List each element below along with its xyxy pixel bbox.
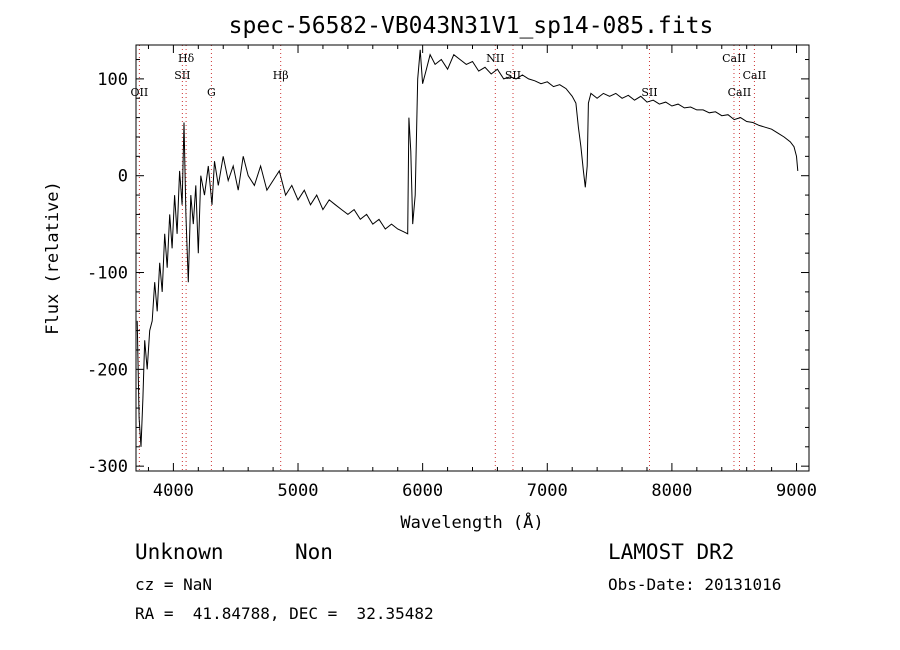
spectral-line-markers <box>138 45 755 471</box>
line-label-4: Hβ <box>273 69 289 82</box>
chart-title: spec-56582-VB043N31V1_sp14-085.fits <box>229 13 714 39</box>
line-label-10: CaII <box>743 69 767 82</box>
line-label-1: Hδ <box>178 52 195 65</box>
y-axis-label: Flux (relative) <box>43 181 63 335</box>
x-tick-label-8000: 8000 <box>651 481 692 501</box>
y-tick-label-100: 100 <box>97 70 128 90</box>
x-axis-label: Wavelength (Å) <box>400 511 543 533</box>
x-tick-label-5000: 5000 <box>278 481 319 501</box>
x-tick-label-4000: 4000 <box>153 481 194 501</box>
coordinates-text: RA = 41.84788, DEC = 32.35482 <box>135 604 434 623</box>
x-axis-ticks: 4000 5000 6000 7000 8000 9000 <box>147 45 817 501</box>
obs-date-text: Obs-Date: 20131016 <box>608 575 782 594</box>
line-label-6: SII <box>505 69 521 82</box>
spectrum-line <box>136 49 799 447</box>
line-label-9: CaII <box>728 86 752 99</box>
y-tick-label--200: -200 <box>87 360 128 380</box>
redshift-text: cz = NaN <box>135 575 213 594</box>
survey-label: LAMOST DR2 <box>608 540 735 564</box>
y-tick-label--100: -100 <box>87 264 128 284</box>
y-tick-label--300: -300 <box>87 457 128 477</box>
x-tick-label-7000: 7000 <box>527 481 568 501</box>
line-label-5: NII <box>486 52 504 65</box>
subclass-label: Non <box>295 540 333 564</box>
plot-frame <box>135 44 810 472</box>
x-tick-label-9000: 9000 <box>776 481 817 501</box>
line-label-7: SII <box>641 86 657 99</box>
line-label-3: G <box>207 86 216 99</box>
y-axis-ticks: -300 -200 -100 0 100 <box>87 59 809 477</box>
line-label-2: SII <box>174 69 190 82</box>
x-tick-label-6000: 6000 <box>402 481 443 501</box>
class-label: Unknown <box>135 540 224 564</box>
line-label-0: OII <box>131 86 149 99</box>
line-label-8: CaII <box>722 52 746 65</box>
y-tick-label-0: 0 <box>118 167 128 187</box>
